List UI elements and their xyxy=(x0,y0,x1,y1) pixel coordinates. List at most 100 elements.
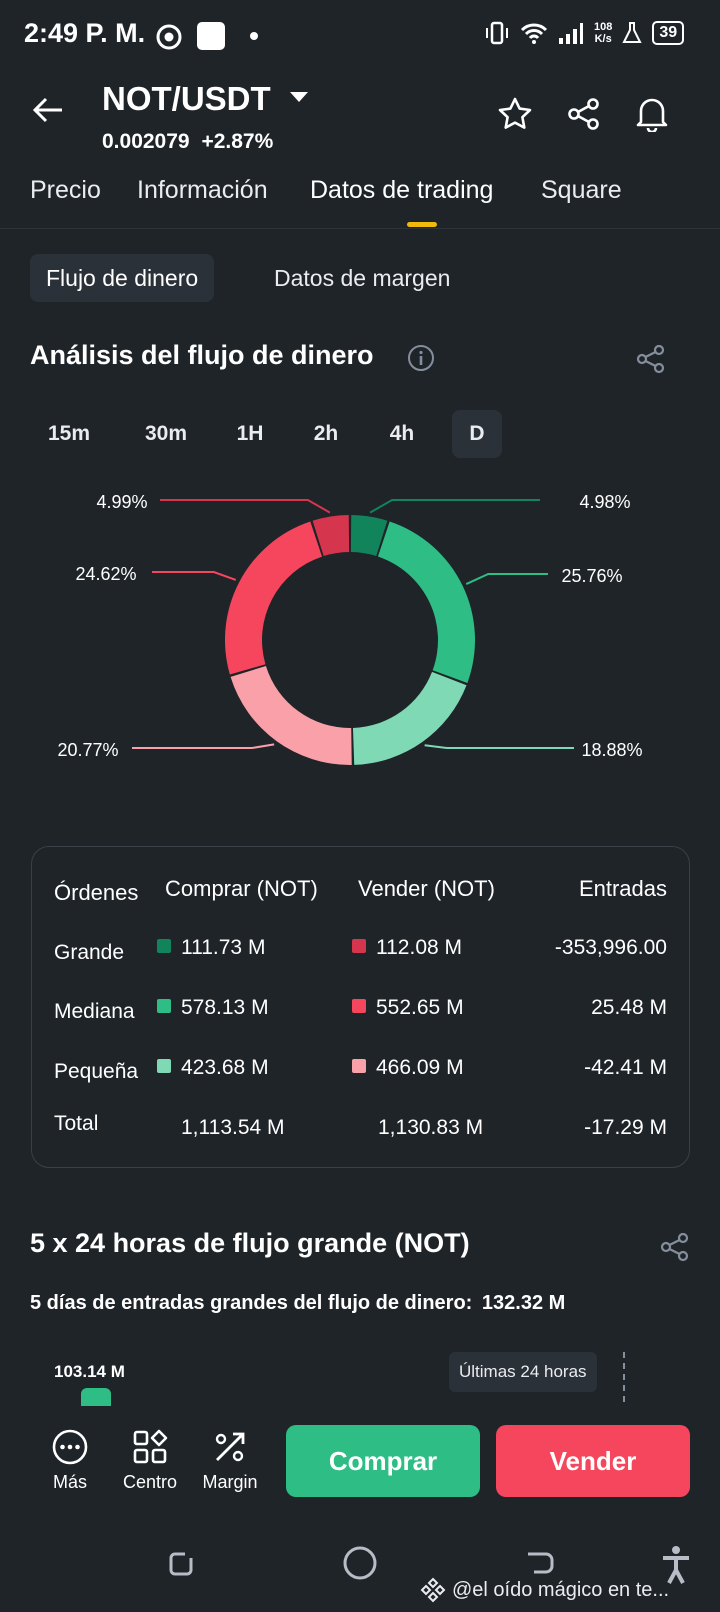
donut-slice xyxy=(312,515,350,557)
row-total-inflow: -17.29 M xyxy=(584,1116,667,1139)
sell-color-swatch xyxy=(352,1059,366,1074)
period-4h[interactable]: 4h xyxy=(389,422,415,445)
row-grande-inflow: -353,996.00 xyxy=(554,936,667,959)
more-label: Más xyxy=(52,1472,87,1492)
back-arrow-icon[interactable] xyxy=(32,96,64,129)
sell-button[interactable]: Vender xyxy=(496,1425,690,1497)
last-24h-tooltip: Últimas 24 horas xyxy=(449,1352,597,1392)
tab-datos-de-trading[interactable]: Datos de trading xyxy=(310,176,494,204)
row-grande-sell: 112.08 M xyxy=(352,936,462,960)
buy-color-swatch xyxy=(157,999,171,1014)
subtab-flujo-de-dinero[interactable]: Flujo de dinero xyxy=(30,254,215,302)
row-mediana-buy: 578.13 M xyxy=(157,996,269,1020)
vibrate-icon xyxy=(486,21,508,45)
period-30m[interactable]: 30m xyxy=(144,422,188,445)
buy-button[interactable]: Comprar xyxy=(286,1425,480,1497)
large-flow-share-icon[interactable] xyxy=(660,1232,690,1267)
row-mediana-inflow: 25.48 M xyxy=(591,996,667,1019)
center-button[interactable]: Centro xyxy=(118,1428,182,1493)
margin-label: Margin xyxy=(202,1472,258,1492)
donut-slice-label: 20.77% xyxy=(57,740,118,760)
dot-icon xyxy=(250,32,258,40)
row-total-buy: 1,113.54 M xyxy=(181,1116,285,1139)
row-pequena-inflow: -42.41 M xyxy=(584,1056,667,1079)
app-notification-icon xyxy=(197,22,225,50)
margin-button[interactable]: Margin xyxy=(196,1428,264,1493)
buy-color-swatch xyxy=(157,939,171,954)
back-button[interactable] xyxy=(524,1548,556,1585)
row-mediana-label: Mediana xyxy=(54,1000,135,1023)
tab-square[interactable]: Square xyxy=(541,176,622,204)
status-icons: 108 K/s 39 xyxy=(484,20,685,46)
donut-slice-label: 4.99% xyxy=(96,492,147,512)
last-price: 0.002079 xyxy=(102,130,190,153)
row-grande-buy: 111.73 M xyxy=(157,936,265,960)
sell-color-swatch xyxy=(352,999,366,1014)
large-flow-subtitle: 5 días de entradas grandes del flujo de … xyxy=(30,1292,566,1314)
row-pequena-buy: 423.68 M xyxy=(157,1056,269,1080)
donut-slice-label: 18.88% xyxy=(581,740,642,760)
donut-slice-label: 4.98% xyxy=(579,492,630,512)
star-icon[interactable] xyxy=(497,96,533,137)
center-label: Centro xyxy=(122,1472,178,1492)
flask-icon xyxy=(622,22,642,43)
donut-leader-line xyxy=(160,499,331,514)
signal-icon xyxy=(559,23,583,44)
donut-leader-line xyxy=(132,743,275,749)
current-marker-line xyxy=(623,1352,625,1402)
donut-leader-line xyxy=(465,573,548,585)
share-icon[interactable] xyxy=(566,96,602,137)
bar-value-label: 103.14 M xyxy=(54,1362,125,1381)
large-flow-total: 132.32 M xyxy=(481,1292,566,1314)
chrome-icon xyxy=(156,24,182,55)
donut-slice-label: 24.62% xyxy=(75,564,136,584)
tab-informacion[interactable]: Información xyxy=(137,176,268,204)
period-d[interactable]: D xyxy=(452,410,502,458)
home-button[interactable] xyxy=(342,1545,378,1586)
header-comprar: Comprar (NOT) xyxy=(165,876,318,901)
header-entradas: Entradas xyxy=(578,876,667,901)
net-speed: 108 K/s xyxy=(594,21,613,45)
wifi-icon xyxy=(520,23,548,44)
active-tab-indicator xyxy=(407,222,437,227)
large-flow-title: 5 x 24 horas de flujo grande (NOT) xyxy=(30,1228,470,1258)
price-change: +2.87% xyxy=(201,130,274,153)
donut-slice xyxy=(230,665,352,765)
subtab-datos-de-margen[interactable]: Datos de margen xyxy=(274,264,451,291)
more-button[interactable]: Más xyxy=(44,1428,96,1493)
period-15m[interactable]: 15m xyxy=(47,422,91,445)
large-flow-bar xyxy=(81,1388,111,1406)
bell-icon[interactable] xyxy=(634,94,670,137)
row-pequena-sell: 466.09 M xyxy=(352,1056,464,1080)
watermark: @el oído mágico en te... xyxy=(420,1577,669,1603)
grid-icon xyxy=(133,1429,168,1464)
header-ordenes: Órdenes xyxy=(54,880,139,905)
status-time: 2:49 P. M. xyxy=(24,18,146,48)
buy-color-swatch xyxy=(157,1059,171,1074)
sell-color-swatch xyxy=(352,939,366,954)
money-flow-donut-chart: 4.98% 25.76% 18.88% 20.77% 24.62% 4.99% xyxy=(57,492,643,765)
money-flow-share-icon[interactable] xyxy=(636,344,666,379)
accessibility-icon[interactable] xyxy=(660,1545,692,1590)
period-2h[interactable]: 2h xyxy=(313,422,339,445)
row-grande-label: Grande xyxy=(54,941,125,964)
donut-leader-line xyxy=(152,571,237,581)
row-pequena-label: Pequeña xyxy=(54,1060,139,1083)
pair-price: 0.002079 +2.87% xyxy=(102,130,273,154)
donut-leader-line xyxy=(369,499,540,514)
donut-slice xyxy=(225,521,323,675)
header-vender: Vender (NOT) xyxy=(358,876,495,901)
recents-button[interactable] xyxy=(165,1548,197,1585)
donut-slice xyxy=(352,671,467,765)
row-mediana-sell: 552.65 M xyxy=(352,996,464,1020)
more-icon xyxy=(52,1429,88,1465)
period-1h[interactable]: 1H xyxy=(236,422,264,445)
binance-logo-icon xyxy=(420,1577,446,1603)
donut-slice xyxy=(350,515,388,557)
pair-title[interactable]: NOT/USDT xyxy=(102,80,271,117)
pair-dropdown-icon[interactable] xyxy=(290,92,308,102)
tab-precio[interactable]: Precio xyxy=(30,176,101,204)
orders-table xyxy=(31,846,690,1168)
battery-indicator: 39 xyxy=(652,21,685,45)
info-icon[interactable] xyxy=(407,344,435,377)
